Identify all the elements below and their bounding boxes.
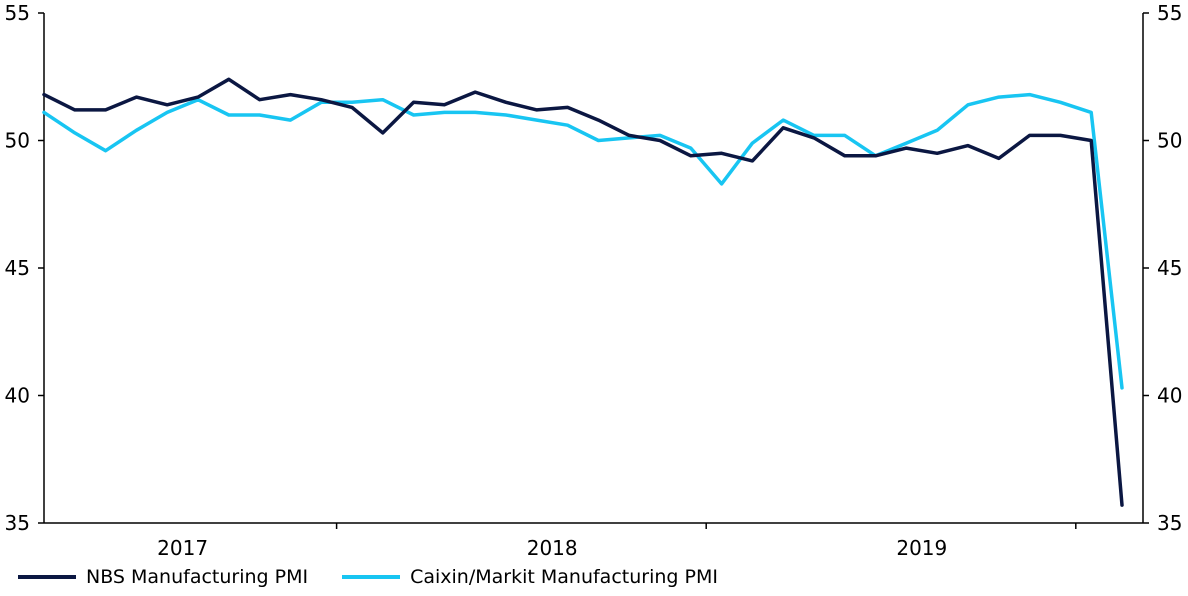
- x-year-label: 2017: [157, 536, 208, 560]
- legend-swatch-nbs: [18, 575, 76, 579]
- y-tick-label-right: 45: [1157, 256, 1182, 280]
- legend-item-caixin: Caixin/Markit Manufacturing PMI: [342, 566, 718, 588]
- series-line-caixin: [42, 92, 1124, 390]
- legend-label-nbs: NBS Manufacturing PMI: [86, 566, 309, 588]
- axes: 35 35 40 40 45 45 50 50 55 55 2017 2018 2019: [5, 1, 1183, 560]
- legend-item-nbs: NBS Manufacturing PMI: [18, 566, 308, 588]
- y-tick-label-left: 45: [5, 256, 30, 280]
- legend-label-caixin: Caixin/Markit Manufacturing PMI: [410, 566, 718, 588]
- y-tick-label-right: 55: [1157, 1, 1182, 25]
- y-tick-label-right: 40: [1157, 384, 1182, 408]
- x-year-label: 2019: [896, 536, 947, 560]
- y-tick-label-right: 35: [1157, 511, 1182, 535]
- y-tick-label-left: 40: [5, 384, 30, 408]
- y-tick-label-right: 50: [1157, 129, 1182, 153]
- pmi-line-chart: 35 35 40 40 45 45 50 50 55 55 2017 2018 2019: [5, 1, 1183, 560]
- y-tick-label-left: 35: [5, 511, 30, 535]
- x-year-label: 2018: [527, 536, 578, 560]
- y-tick-label-left: 50: [5, 129, 30, 153]
- legend: NBS Manufacturing PMI Caixin/Markit Manu…: [18, 566, 752, 588]
- series-layer: [42, 77, 1124, 507]
- y-tick-label-left: 55: [5, 1, 30, 25]
- series-line-nbs: [42, 77, 1124, 507]
- legend-swatch-caixin: [342, 575, 401, 579]
